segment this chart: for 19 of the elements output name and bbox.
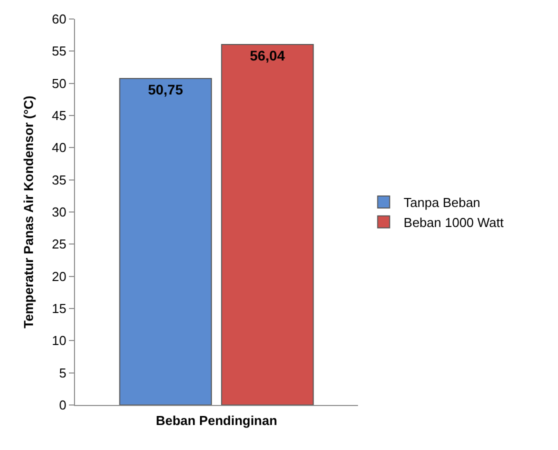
y-tick-label: 50 [52, 76, 66, 91]
y-tick-label: 30 [52, 204, 66, 220]
legend-label: Tanpa Beban [404, 195, 480, 210]
y-tick-label: 60 [52, 12, 66, 27]
y-tick-label: 20 [52, 268, 66, 284]
y-tick-label: 45 [52, 108, 66, 124]
data-label: 56,04 [250, 47, 286, 64]
y-tick-label: 25 [52, 236, 66, 252]
legend-label: Beban 1000 Watt [404, 214, 504, 230]
y-tick-label: 0 [59, 398, 66, 413]
y-axis-title: Temperatur Panas Air Kondensor (°C) [20, 96, 36, 328]
x-axis-title: Beban Pendinginan [156, 413, 278, 428]
y-tick-label: 35 [52, 172, 66, 188]
y-tick-label: 55 [52, 44, 66, 59]
y-tick-label: 10 [52, 333, 66, 348]
y-tick-label: 15 [52, 301, 66, 316]
data-label: 50,75 [148, 82, 184, 98]
y-tick-label: 40 [52, 140, 66, 156]
y-tick-label: 5 [59, 365, 66, 380]
